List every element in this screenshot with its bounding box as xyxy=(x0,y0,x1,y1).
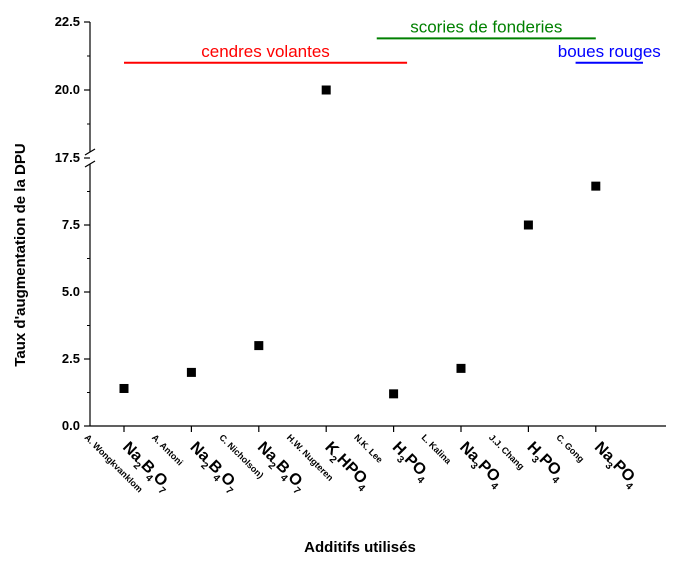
category-author-text: N.K. Lee xyxy=(352,432,385,465)
compound-element: O xyxy=(284,469,305,490)
annotation-label: boues rouges xyxy=(558,42,661,61)
compound-element: O xyxy=(217,469,238,490)
y-tick-label: 7.5 xyxy=(62,217,80,232)
axis-break-mark xyxy=(84,160,96,168)
compound-element: Na xyxy=(187,439,214,466)
y-tick-label: 5.0 xyxy=(62,284,80,299)
data-point xyxy=(254,341,264,351)
annotations: cendres volantes scories de fonderies boue… xyxy=(124,17,661,64)
data-points xyxy=(119,85,601,399)
compound-element: Na xyxy=(591,439,618,466)
y-tick-label: 2.5 xyxy=(62,351,80,366)
y-tick-label: 22.5 xyxy=(55,14,80,29)
y-axis-label: Taux d'augmentation de la DPU xyxy=(12,143,29,366)
category-author-text: C. Gong xyxy=(554,432,586,464)
y-tick-label: 0.0 xyxy=(62,418,80,433)
compound-element: O xyxy=(150,469,171,490)
y-tick-label: 20.0 xyxy=(55,82,80,97)
axes: 0.0 2.5 5.0 7.5 17.5 20.0 22.5 xyxy=(55,14,666,433)
compound-element: Na xyxy=(119,439,146,466)
data-point xyxy=(456,363,466,373)
axis-break-mark xyxy=(84,148,96,156)
compound-element: Na xyxy=(456,439,483,466)
data-point xyxy=(591,181,601,191)
data-point xyxy=(523,220,533,230)
category-author: N.K. Lee xyxy=(352,432,385,465)
compound-element: PO xyxy=(475,457,503,485)
compound-element: PO xyxy=(536,451,564,479)
x-axis-label: Additifs utilisés xyxy=(304,539,416,556)
data-point xyxy=(321,85,331,95)
compound-element: Na xyxy=(254,439,281,466)
y-tick-label: 17.5 xyxy=(55,150,80,165)
annotation-label: cendres volantes xyxy=(201,42,330,61)
svg-text:Na3PO4: Na3PO4 xyxy=(588,439,642,493)
compound-element: PO xyxy=(401,451,429,479)
data-point xyxy=(119,383,129,393)
compound-element: HPO xyxy=(333,451,370,488)
annotation-label: scories de fonderies xyxy=(410,17,562,36)
data-point xyxy=(186,367,196,377)
compound-element: PO xyxy=(609,457,637,485)
category-compound: Na3PO4 xyxy=(588,439,642,493)
data-point xyxy=(389,389,399,399)
category-author: C. Gong xyxy=(554,432,586,464)
